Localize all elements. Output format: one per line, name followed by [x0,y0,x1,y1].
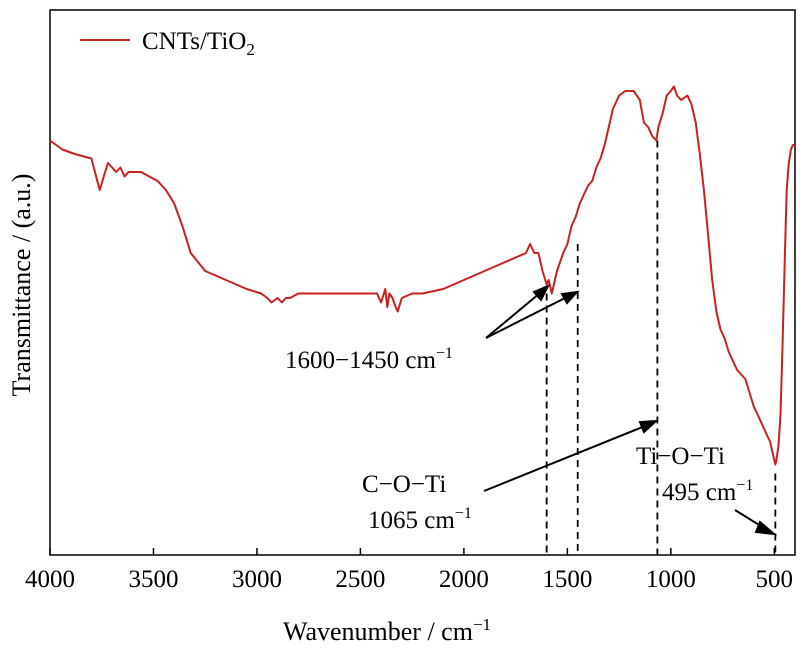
arrowhead-1065 [638,419,659,434]
annotation-ti-o-ti: Ti−O−Ti [636,443,725,470]
arrowhead-1600 [532,284,551,302]
legend: CNTs/TiO2 [80,28,255,59]
y-axis-title: Transmittance / (a.u.) [7,174,36,397]
x-tick-label: 1000 [646,566,696,593]
arrow-1065 [483,425,646,492]
series-line [49,85,795,466]
x-tick-label: 3500 [128,566,178,593]
annotation-arrows [483,284,778,536]
x-tick-label: 4000 [25,566,75,593]
peak-markers [545,140,777,555]
arrow-1600 [485,292,541,339]
x-axis-title: Wavenumber / cm−1 [283,615,491,646]
annotation-c-o-ti: C−O−Ti [362,471,446,498]
annotation-1600-1450: 1600−1450 cm−1 [285,345,453,374]
annotation-495: 495 cm−1 [662,477,753,506]
plot-frame [49,9,796,556]
arrowhead-1450 [560,290,580,305]
x-tick-label: 500 [756,566,794,593]
arrowhead-495 [754,520,778,536]
x-tick-label: 1500 [542,566,592,593]
series-group [49,85,795,466]
legend-label: CNTs/TiO2 [142,28,255,59]
x-tick-label: 2000 [439,566,489,593]
annotation-1065: 1065 cm−1 [368,505,472,534]
x-tick-label: 3000 [232,566,282,593]
x-tick-label: 2500 [335,566,385,593]
arrow-1450 [485,296,568,339]
x-ticks: 4000 3500 3000 2500 2000 1500 1000 500 [25,548,793,593]
